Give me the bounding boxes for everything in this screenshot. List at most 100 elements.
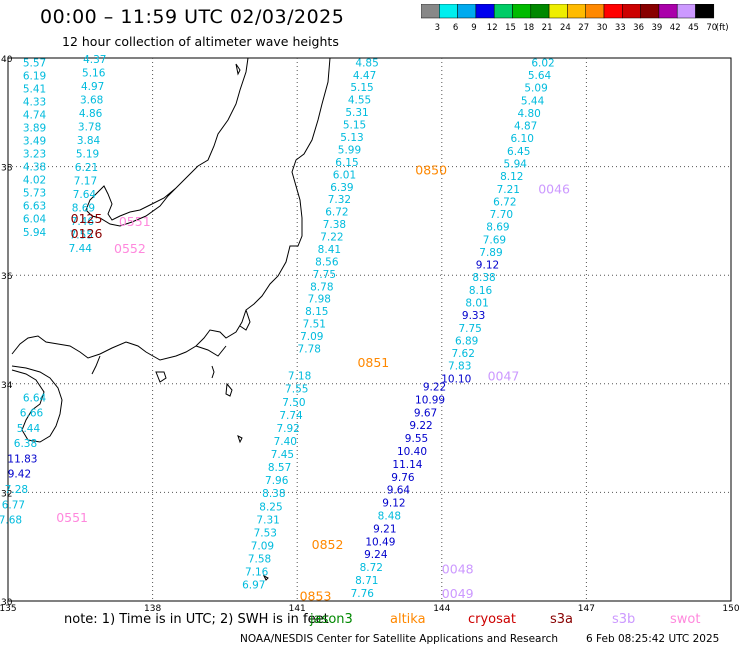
legend-label: 33 — [615, 23, 626, 33]
wave-height-value: 9.33 — [462, 310, 485, 322]
wave-height-value: 6.97 — [242, 580, 265, 592]
wave-height-value: 11.14 — [392, 459, 422, 471]
lat-tick-label: 38 — [1, 164, 13, 174]
wave-height-value: 7.96 — [265, 475, 289, 487]
lon-tick-label: 150 — [722, 604, 739, 614]
wave-height-value: 4.02 — [23, 175, 46, 187]
wave-height-value: 10.10 — [441, 373, 471, 385]
wave-height-value: 9.55 — [405, 433, 428, 445]
legend-swatch — [475, 4, 495, 19]
wave-height-value: 5.99 — [338, 144, 361, 156]
wave-height-value: 6.10 — [511, 133, 534, 145]
wave-height-value: 7.45 — [271, 449, 294, 461]
pass-time-label: 0125 — [71, 211, 103, 226]
wave-height-value: 7.32 — [328, 194, 351, 206]
wave-height-value: 4.55 — [348, 95, 371, 107]
wave-height-value: 4.47 — [353, 70, 376, 82]
lat-tick-label: 32 — [1, 489, 12, 499]
sat-label-s3b: s3b — [612, 612, 636, 627]
legend-label: 70 — [706, 23, 717, 33]
wave-height-value: 6.01 — [333, 169, 356, 181]
grid-lines — [8, 58, 731, 601]
pass-time-label: 0047 — [488, 369, 520, 384]
legend-swatch — [622, 4, 641, 19]
wave-height-value: 4.37 — [83, 54, 106, 66]
legend-unit: (ft) — [716, 23, 729, 33]
lat-tick-label: 36 — [1, 272, 13, 282]
wave-height-value: 7.09 — [251, 541, 274, 553]
wave-height-value: 8.38 — [472, 272, 495, 284]
footer-org: NOAA/NESDIS Center for Satellite Applica… — [240, 633, 558, 645]
legend-swatch — [493, 4, 513, 19]
coastline — [11, 57, 331, 581]
wave-height-value: 10.99 — [415, 394, 445, 406]
wave-height-value: 7.50 — [282, 397, 305, 409]
wave-height-value: 3.49 — [23, 136, 46, 148]
wave-height-value: 6.39 — [330, 182, 353, 194]
wave-height-value: 7.98 — [308, 294, 331, 306]
wave-height-value: 6.38 — [14, 438, 37, 450]
pass-time-label: 0049 — [442, 586, 474, 601]
wave-height-value: 6.45 — [507, 146, 530, 158]
wave-height-value: 6.66 — [20, 408, 44, 420]
legend-swatch — [695, 4, 715, 19]
legend-swatch — [457, 4, 477, 19]
wave-height-value: 7.58 — [248, 554, 271, 566]
wave-height-value: 8.41 — [318, 244, 341, 256]
wave-height-value: 4.87 — [514, 121, 537, 133]
axis-tick-labels: 135 138 141 144 147 150 40 38 36 34 32 30 — [0, 55, 740, 614]
wave-height-value: 7.53 — [254, 527, 277, 539]
lon-tick-label: 138 — [144, 604, 161, 614]
wave-height-value: 6.72 — [493, 196, 516, 208]
lon-tick-label: 147 — [578, 604, 595, 614]
pass-time-label: 0048 — [442, 561, 474, 576]
legend-swatch — [567, 4, 586, 19]
wave-height-value: 7.51 — [303, 319, 326, 331]
wave-height-value: 7.38 — [323, 219, 346, 231]
legend-label: 42 — [670, 23, 681, 33]
sat-label-altika: altika — [390, 612, 426, 627]
footer-date: 6 Feb 08:25:42 UTC 2025 — [586, 633, 720, 645]
wave-height-value: 5.44 — [521, 95, 545, 107]
wave-height-value: 7.74 — [279, 410, 303, 422]
lon-tick-label: 141 — [289, 604, 306, 614]
wave-height-value: 8.12 — [500, 171, 523, 183]
wave-height-value: 8.16 — [469, 285, 493, 297]
pass-time-label: 0551 — [56, 510, 88, 525]
wave-height-value: 5.15 — [343, 120, 366, 132]
lat-tick-label: 30 — [1, 598, 13, 608]
pass-time-label: 0126 — [71, 226, 103, 241]
wave-height-value: 5.64 — [528, 70, 552, 82]
pass-time-label: 0552 — [114, 241, 146, 256]
pass-time-label: 0852 — [312, 537, 344, 552]
legend-swatch — [603, 4, 623, 19]
wave-height-value: 3.89 — [23, 123, 46, 135]
wave-height-value: 8.71 — [355, 575, 378, 587]
legend-swatch — [439, 4, 458, 19]
wave-height-value: 7.78 — [298, 344, 321, 356]
wave-height-value: 11.83 — [7, 453, 37, 465]
wave-height-value: 7.68 — [0, 515, 22, 527]
legend-label: 21 — [542, 23, 553, 33]
wave-height-value: 9.22 — [423, 382, 446, 394]
wave-height-value: 10.49 — [365, 536, 395, 548]
wave-height-value: 6.04 — [23, 214, 47, 226]
wave-height-value: 5.41 — [23, 83, 46, 95]
wave-height-value: 6.21 — [75, 162, 98, 174]
wave-height-value: 7.31 — [256, 514, 279, 526]
wave-height-value: 6.02 — [531, 57, 554, 69]
wave-height-value: 7.18 — [288, 371, 311, 383]
color-legend: 3 6 9 12 15 18 21 24 27 30 33 36 39 42 45 70(ft) — [421, 4, 729, 33]
wave-height-value: 7.69 — [483, 234, 506, 246]
wave-height-value: 6.63 — [23, 201, 46, 213]
wave-height-value: 5.44 — [17, 423, 41, 435]
wave-height-value: 8.72 — [360, 562, 383, 574]
wave-height-value: 5.94 — [504, 158, 528, 170]
track-labels: 5.576.195.414.334.74 3.893.493.234.384.02… — [0, 54, 555, 600]
wave-height-value: 3.78 — [78, 122, 101, 134]
wave-height-value: 5.57 — [23, 57, 46, 69]
legend-swatch — [658, 4, 678, 19]
wave-height-value: 7.75 — [313, 269, 336, 281]
